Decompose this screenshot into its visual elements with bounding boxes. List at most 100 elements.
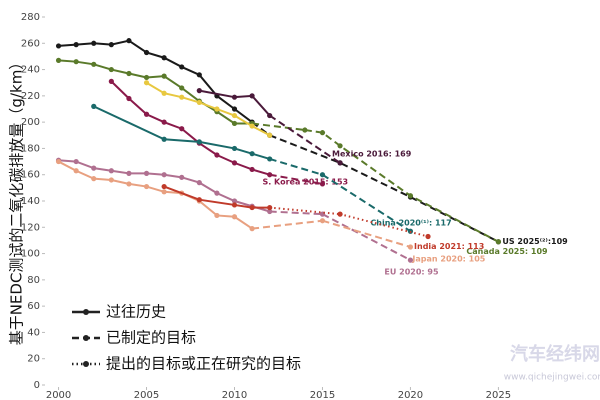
point: [214, 212, 220, 219]
x-tick-label: 2005: [134, 390, 159, 400]
point: [91, 40, 97, 46]
series-line: [58, 39, 253, 123]
point: [108, 78, 114, 84]
point: [108, 168, 114, 174]
point: [91, 176, 97, 182]
x-tick-label: 2010: [222, 390, 247, 400]
point: [126, 170, 132, 176]
y-tick-label: 160: [21, 170, 40, 181]
series-line: [322, 219, 411, 248]
watermark: 汽车经纬网: [510, 343, 600, 365]
series-line: [93, 105, 270, 160]
point: [196, 180, 202, 186]
y-tick-label: 100: [21, 249, 40, 260]
point: [231, 214, 238, 220]
point: [91, 61, 97, 67]
point: [196, 72, 202, 78]
point: [108, 66, 114, 73]
point: [161, 90, 167, 96]
point: [161, 183, 167, 190]
x-tick-label: 2000: [46, 390, 71, 400]
point: [495, 239, 502, 245]
point: [196, 88, 202, 94]
point: [126, 95, 132, 102]
point: [73, 42, 79, 48]
connector: [251, 122, 305, 132]
point: [196, 197, 202, 203]
y-tick-label: 60: [27, 301, 40, 312]
point: [108, 42, 114, 48]
point: [179, 64, 185, 70]
point: [249, 93, 255, 99]
annotation: Japan 2020: 105: [411, 255, 485, 264]
point: [55, 57, 62, 63]
point: [337, 211, 343, 217]
point: [108, 177, 114, 183]
annotation: Mexico 2016: 169: [332, 149, 412, 158]
point: [91, 103, 97, 109]
point: [196, 139, 202, 145]
point: [143, 111, 150, 117]
y-tick-label: 80: [27, 275, 40, 286]
connector: [269, 210, 323, 216]
point: [319, 181, 326, 187]
point: [407, 257, 414, 263]
connector: [269, 114, 341, 164]
watermark-url: www.qichejingwei.com: [504, 373, 600, 383]
point: [214, 106, 220, 112]
series-line: [339, 213, 429, 238]
point: [319, 130, 326, 136]
connector: [269, 173, 323, 185]
point: [55, 43, 62, 49]
point: [319, 218, 326, 224]
point: [267, 172, 273, 178]
annotation: China 2020⁽¹⁾: 117: [370, 219, 451, 228]
y-tick-label: 200: [21, 117, 40, 128]
point: [249, 151, 255, 157]
point: [267, 132, 273, 138]
point: [319, 172, 326, 178]
point: [231, 120, 238, 127]
point: [407, 193, 414, 199]
point: [407, 244, 414, 250]
point: [179, 174, 185, 180]
point: [231, 112, 238, 119]
annotation: Canada 2025: 109: [466, 247, 548, 256]
point: [179, 126, 185, 132]
point: [179, 85, 185, 91]
point: [143, 183, 150, 190]
legend-label: 过往历史: [106, 303, 166, 321]
legend-marker: [83, 361, 89, 367]
point: [161, 55, 167, 61]
point: [73, 59, 79, 65]
point: [231, 160, 238, 166]
annotation: India 2021: 113: [414, 242, 484, 251]
y-tick-label: 240: [21, 65, 40, 76]
point: [143, 49, 150, 56]
series-line: [321, 173, 411, 233]
point: [231, 202, 238, 208]
point: [161, 73, 167, 79]
series-line: [58, 59, 253, 125]
point: [73, 168, 79, 174]
point: [231, 94, 238, 100]
x-tick-label: 2025: [486, 390, 511, 400]
series-line: [322, 213, 411, 262]
connector: [251, 219, 323, 230]
y-tick-label: 220: [21, 91, 40, 102]
y-tick-label: 20: [27, 354, 40, 365]
annotation: US 2025⁽²⁾:109: [502, 237, 568, 246]
point: [91, 165, 97, 171]
point: [249, 204, 255, 211]
y-tick-label: 180: [21, 143, 40, 154]
series-line: [110, 80, 270, 176]
connector: [269, 206, 341, 216]
point: [73, 158, 79, 165]
point: [161, 189, 167, 195]
x-tick-label: 2020: [398, 390, 423, 400]
point: [196, 99, 202, 106]
legend-marker: [83, 309, 89, 315]
point: [425, 233, 431, 240]
point: [231, 145, 238, 152]
point: [231, 106, 238, 112]
